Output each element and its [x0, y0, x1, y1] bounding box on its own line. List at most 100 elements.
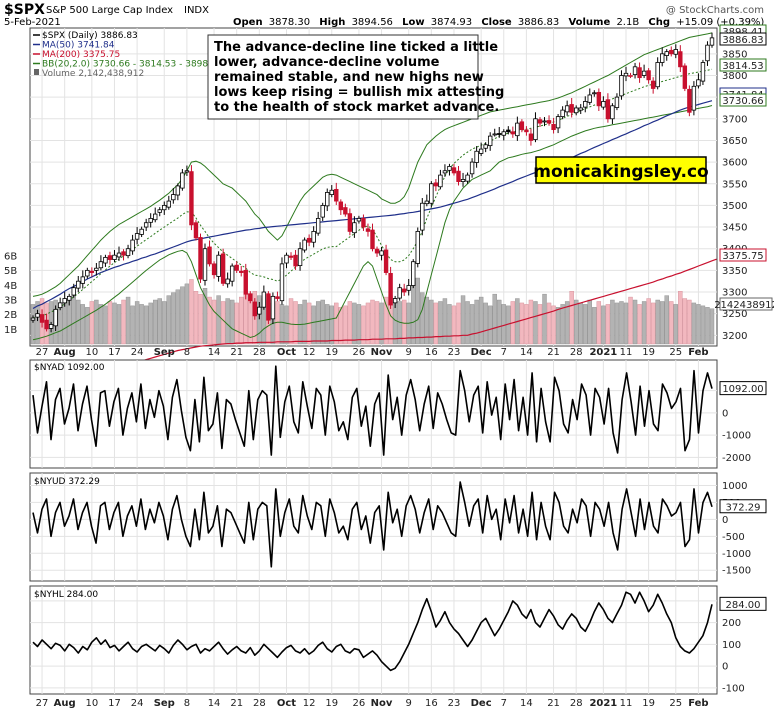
candle-body	[660, 53, 665, 63]
volume-bar	[334, 302, 339, 345]
x-tick-label: Oct	[277, 698, 296, 709]
candle-body	[166, 200, 171, 208]
candle-body	[469, 161, 475, 175]
candle-body	[474, 150, 479, 163]
volume-bar	[709, 308, 715, 345]
volume-bar	[537, 304, 543, 345]
candle-body	[207, 246, 212, 265]
close-value: 3886.83	[518, 17, 559, 28]
volume-bar	[628, 296, 633, 345]
candle-body	[116, 252, 122, 258]
candle-body	[284, 254, 289, 264]
volume-bar	[442, 298, 448, 345]
candle-body	[261, 291, 267, 308]
candle-body	[451, 167, 457, 174]
legend-swatch	[34, 69, 39, 75]
candle-body	[460, 179, 466, 182]
x-tick-label: 12	[303, 698, 316, 709]
volume-bar	[157, 298, 162, 345]
nyud-tick-label: 0	[722, 515, 728, 526]
candle-body	[687, 88, 692, 113]
x-tick-label: 8	[184, 347, 190, 358]
volume-bar	[619, 301, 624, 345]
candle-body	[700, 62, 706, 82]
candle-body	[306, 237, 312, 243]
chg-value: +15.09 (+0.39%)	[676, 17, 764, 28]
candle-body	[560, 109, 565, 118]
x-tick-label: Sep	[154, 698, 175, 709]
candle-body	[320, 205, 325, 218]
volume-bar	[162, 301, 167, 345]
volume-bar	[433, 302, 439, 345]
nyhl-panel: -1000100200300284.00	[29, 585, 767, 695]
volume-bar	[302, 299, 307, 345]
volume-bar	[325, 304, 330, 345]
ma200-line	[32, 258, 717, 401]
volume-bar	[646, 298, 651, 345]
x-tick-label: 14	[520, 347, 533, 358]
nyad-tick-label: -2000	[722, 453, 751, 464]
volume-bar	[465, 301, 470, 345]
candle-body	[53, 308, 58, 327]
candle-body	[628, 75, 633, 77]
volume-bar	[610, 299, 615, 345]
volume-bar	[234, 302, 239, 345]
candle-body	[121, 251, 126, 256]
x-tick-label: 9	[406, 347, 412, 358]
ma50-line	[32, 100, 713, 310]
header-ohlc: Open 3878.30 High 3894.56 Low 3874.93 Cl…	[233, 17, 764, 28]
candle-body	[148, 217, 153, 223]
candle-body	[438, 174, 443, 188]
volume-bar	[225, 298, 230, 345]
nyad-last-tag: 1092.00	[722, 384, 763, 395]
price-tick-label: 3550	[722, 179, 747, 190]
volume-tag: 2142438912	[714, 300, 774, 311]
x-tick-label: 28	[253, 698, 266, 709]
candle-body	[157, 209, 162, 213]
volume-bar	[379, 302, 384, 345]
x-tick-label: Dec	[471, 347, 492, 358]
volume-tag-box	[719, 297, 773, 311]
x-tick-label: Aug	[54, 347, 76, 358]
price-tag-box	[719, 248, 767, 262]
volume-bar	[528, 299, 534, 345]
candle-body	[279, 263, 285, 302]
candle-body	[392, 298, 398, 304]
nyhl-line	[32, 591, 713, 672]
price-tag: 3886.83	[722, 35, 763, 46]
volume-bar	[447, 304, 452, 345]
candle-body	[365, 228, 371, 232]
volume-bar	[370, 299, 375, 345]
volume-tick-label: 2B	[4, 310, 17, 321]
volume-bar	[469, 304, 475, 345]
volume-bar	[420, 292, 425, 345]
x-tick-label: Sep	[154, 347, 175, 358]
nyhl-last-tag: 284.00	[726, 600, 761, 611]
candle-body	[239, 270, 244, 273]
candle-body	[637, 67, 642, 79]
volume-tick-label: 6B	[4, 252, 17, 263]
candle-body	[356, 217, 362, 222]
candle-body	[501, 131, 506, 136]
header-symbol: $SPX	[4, 2, 45, 18]
candle-body	[596, 91, 602, 107]
volume-bar	[383, 296, 389, 345]
volume-bar	[356, 304, 362, 345]
candle-body	[216, 254, 221, 277]
volume-bar	[30, 304, 36, 345]
price-tick-label: 3500	[722, 201, 747, 212]
x-tick-label: 25	[669, 347, 682, 358]
candle-body	[329, 189, 334, 195]
candle-body	[202, 248, 208, 281]
candle-body	[379, 250, 384, 256]
candle-body	[302, 239, 307, 251]
x-tick-label: 17	[108, 347, 121, 358]
volume-bar	[202, 288, 208, 345]
candle-body	[275, 296, 280, 299]
volume-bar	[542, 293, 547, 345]
bb-upper-line	[32, 32, 713, 297]
volume-bar	[596, 301, 602, 345]
low-label: Low	[402, 17, 424, 28]
candle-body	[483, 144, 488, 149]
